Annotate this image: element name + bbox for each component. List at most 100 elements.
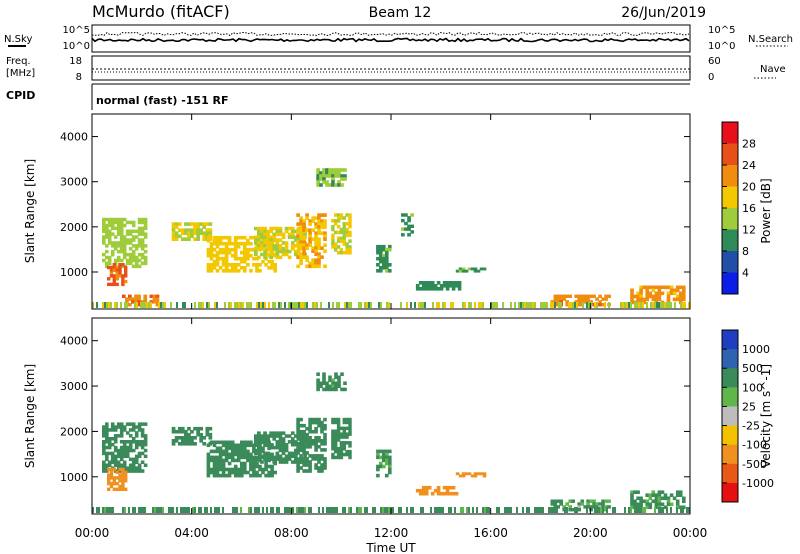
- data-cell: [243, 470, 247, 475]
- data-cell: [218, 446, 223, 451]
- noise-cell: [292, 302, 294, 308]
- data-cell: [102, 252, 106, 257]
- noise-cell: [398, 507, 400, 513]
- noise-cell: [406, 302, 408, 308]
- noise-cell: [670, 302, 672, 308]
- data-cell: [323, 213, 327, 217]
- data-cell: [263, 235, 267, 239]
- data-cell: [421, 284, 426, 288]
- data-cell: [331, 378, 335, 383]
- data-cell: [233, 241, 238, 246]
- data-cell: [418, 287, 423, 291]
- data-cell: [385, 247, 389, 252]
- data-cell: [473, 267, 478, 271]
- data-cell: [224, 269, 229, 273]
- data-cell: [311, 219, 315, 223]
- data-cell: [592, 505, 596, 509]
- data-cell: [236, 244, 241, 249]
- data-cell: [212, 455, 217, 460]
- data-cell: [633, 499, 637, 504]
- noise-cell: [380, 507, 382, 513]
- data-cell: [421, 491, 426, 496]
- data-cell: [110, 232, 115, 236]
- freq-panel: Freq. [MHz] 18 8 60 0 Nave: [6, 55, 786, 83]
- data-cell: [212, 266, 217, 270]
- data-cell: [308, 420, 312, 425]
- data-cell: [322, 174, 326, 178]
- data-cell: [467, 267, 472, 271]
- data-cell: [314, 258, 318, 262]
- data-cell: [415, 284, 420, 288]
- data-cell: [302, 469, 306, 473]
- noise-cell: [358, 302, 360, 308]
- data-cell: [376, 473, 380, 478]
- data-cell: [212, 241, 217, 246]
- data-cell: [269, 443, 273, 447]
- noise-cell: [206, 507, 208, 513]
- data-cell: [113, 220, 118, 225]
- data-cell: [184, 237, 188, 241]
- data-cell: [404, 227, 408, 231]
- data-cell: [348, 455, 352, 460]
- data-cell: [323, 225, 327, 229]
- data-cell: [407, 233, 411, 237]
- data-cell: [125, 220, 130, 225]
- noise-cell: [538, 507, 540, 513]
- colorbar-tick-label: -1000: [742, 477, 774, 490]
- data-cell: [243, 449, 247, 454]
- data-cell: [675, 294, 680, 299]
- data-cell: [263, 454, 267, 458]
- noise-cell: [478, 302, 480, 308]
- data-cell: [297, 247, 301, 251]
- noise-cell: [154, 507, 156, 513]
- data-cell: [382, 256, 386, 261]
- data-cell: [249, 452, 253, 457]
- data-cell: [645, 502, 649, 507]
- noise-cell: [242, 302, 244, 308]
- data-cell: [648, 285, 653, 290]
- data-cell: [336, 251, 341, 255]
- data-cell: [266, 440, 270, 444]
- data-cell: [263, 451, 267, 456]
- data-cell: [190, 439, 194, 443]
- data-cell: [252, 455, 256, 460]
- data-cell: [206, 235, 211, 240]
- noise-cell: [410, 302, 412, 308]
- data-cell: [137, 428, 142, 432]
- noise-cell: [468, 507, 470, 513]
- noise-cell: [320, 302, 322, 308]
- data-cell: [143, 220, 148, 225]
- data-cell: [221, 467, 226, 472]
- data-cell: [317, 216, 321, 220]
- data-cell: [208, 222, 213, 226]
- data-cell: [206, 455, 211, 460]
- data-cell: [110, 422, 115, 426]
- data-cell: [263, 226, 267, 231]
- noise-cell: [96, 302, 98, 308]
- data-cell: [180, 439, 185, 443]
- data-cell: [388, 464, 392, 469]
- data-cell: [208, 237, 213, 241]
- data-cell: [236, 458, 241, 463]
- data-cell: [348, 245, 352, 249]
- noise-cell: [250, 302, 252, 308]
- data-cell: [254, 440, 258, 444]
- data-cell: [255, 464, 259, 469]
- data-cell: [666, 291, 671, 296]
- noise-cell: [442, 302, 444, 308]
- data-cell: [128, 232, 133, 236]
- data-cell: [252, 470, 256, 475]
- data-cell: [565, 502, 569, 506]
- data-cell: [180, 442, 185, 446]
- data-cell: [583, 300, 587, 304]
- data-cell: [105, 235, 109, 239]
- data-cell: [331, 233, 335, 238]
- data-cell: [190, 222, 194, 226]
- data-cell: [308, 469, 312, 473]
- data-cell: [648, 496, 653, 501]
- data-cell: [382, 452, 386, 457]
- data-cell: [116, 460, 121, 464]
- data-cell: [119, 258, 124, 263]
- data-cell: [336, 438, 341, 442]
- data-cell: [121, 263, 125, 267]
